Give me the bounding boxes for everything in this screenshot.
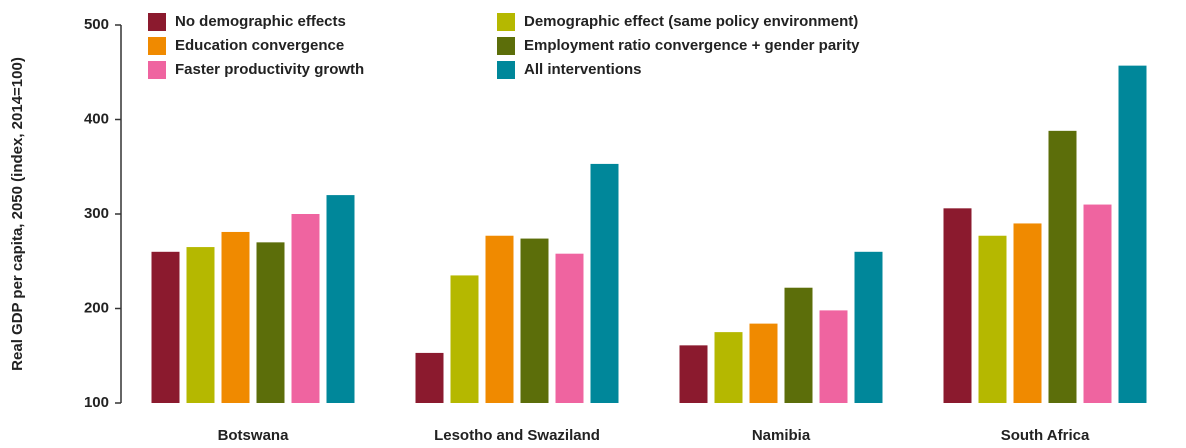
legend-swatch: [148, 61, 166, 79]
bar: [1118, 65, 1147, 403]
bar: [291, 214, 320, 403]
bar: [151, 251, 180, 403]
x-tick-label: South Africa: [1001, 427, 1090, 444]
legend-label: Faster productivity growth: [175, 61, 364, 78]
bar: [854, 251, 883, 403]
x-tick-label: Lesotho and Swaziland: [434, 427, 600, 444]
bar: [1013, 223, 1042, 403]
legend-label: Demographic effect (same policy environm…: [524, 13, 858, 30]
legend-swatch: [148, 37, 166, 55]
legend-swatch: [497, 61, 515, 79]
bar: [415, 352, 444, 403]
bar: [978, 235, 1007, 403]
y-axis-label: Real GDP per capita, 2050 (index, 2014=1…: [9, 57, 26, 371]
legend-label: Education convergence: [175, 37, 344, 54]
bar: [186, 247, 215, 403]
bar: [555, 253, 584, 403]
bar: [819, 310, 848, 403]
bar: [1048, 130, 1077, 403]
y-tick-label: 400: [84, 110, 109, 127]
bar: [520, 238, 549, 403]
legend-label: No demographic effects: [175, 13, 346, 30]
bar: [326, 195, 355, 403]
bar: [1083, 204, 1112, 403]
bar: [221, 231, 250, 403]
bar: [450, 275, 479, 403]
bar: [784, 287, 813, 403]
legend-swatch: [497, 37, 515, 55]
bar: [485, 235, 514, 403]
legend-swatch: [497, 13, 515, 31]
bar: [749, 323, 778, 403]
x-tick-label: Namibia: [752, 427, 811, 444]
y-tick-label: 500: [84, 16, 109, 33]
bar: [714, 332, 743, 403]
legend-label: Employment ratio convergence + gender pa…: [524, 37, 860, 54]
bar: [256, 242, 285, 403]
y-tick-label: 200: [84, 299, 109, 316]
legend-swatch: [148, 13, 166, 31]
x-tick-label: Botswana: [218, 427, 290, 444]
bar: [943, 208, 972, 403]
y-tick-label: 100: [84, 394, 109, 411]
bar: [679, 345, 708, 403]
legend-label: All interventions: [524, 61, 642, 78]
y-tick-label: 300: [84, 205, 109, 222]
bar: [590, 163, 619, 403]
